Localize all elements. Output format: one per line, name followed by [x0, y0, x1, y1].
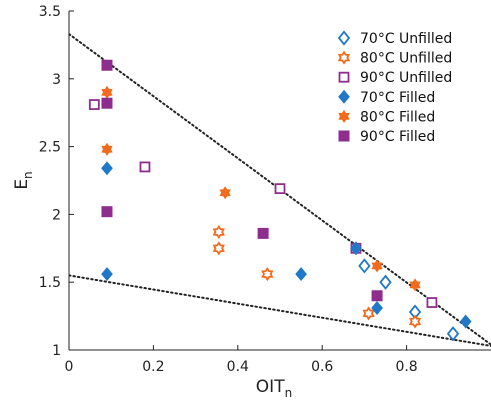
data-point-5-4	[371, 259, 383, 273]
legend-marker-4	[338, 89, 350, 104]
x-tick-label: 0.6	[311, 359, 333, 375]
legend-label-6: 90°C Filled	[360, 129, 435, 145]
data-point-2-3	[261, 267, 274, 282]
data-point-4-6	[459, 314, 472, 329]
legend-label-1: 70°C Unfilled	[360, 31, 452, 47]
data-point-4-1	[101, 161, 113, 176]
legend-entry-6: 90°C Filled	[338, 129, 435, 145]
data-point-1-4	[446, 326, 460, 342]
legend-label-3: 90°C Unfilled	[360, 70, 452, 86]
legend: 70°C Unfilled 80°C Unfilled 90°C Unfilled 7…	[337, 30, 452, 145]
data-point-6-2	[101, 97, 113, 109]
data-point-4-3	[295, 267, 307, 282]
data-point-2-2	[212, 241, 225, 256]
x-tick-label: 0.8	[395, 359, 417, 375]
data-point-2-4	[362, 306, 375, 321]
legend-marker-3	[338, 71, 350, 83]
series-6	[101, 59, 383, 302]
x-tick-label: 0.2	[142, 359, 164, 375]
series-5	[101, 85, 421, 292]
legend-entry-5: 80°C Filled	[338, 109, 435, 125]
legend-entry-1: 70°C Unfilled	[337, 30, 452, 47]
legend-label-4: 70°C Filled	[360, 90, 435, 106]
data-point-3-1	[88, 99, 100, 110]
series-1	[358, 258, 460, 342]
axes: 0 0.2 0.4 0.6 0.8 1 1.5 2 2.5 3 3.5 OITn En	[12, 4, 491, 400]
data-point-3-5	[426, 297, 438, 308]
data-point-1-1	[358, 258, 371, 274]
y-tick-label: 3.5	[39, 4, 61, 20]
data-point-1-2	[379, 274, 392, 290]
data-point-4-4	[350, 241, 362, 256]
series-2	[212, 225, 422, 329]
data-point-6-5	[371, 290, 383, 302]
y-tick-label: 2	[52, 207, 61, 223]
data-point-3-3	[274, 183, 286, 195]
data-point-3-2	[139, 161, 151, 173]
y-tick-label: 3	[52, 72, 61, 88]
legend-marker-6	[338, 130, 350, 142]
y-tick-label: 2.5	[39, 140, 61, 156]
x-tick-label: 0	[65, 359, 74, 375]
data-point-4-2	[101, 267, 113, 282]
x-axis-title: OITn	[256, 377, 292, 400]
legend-entry-3: 90°C Unfilled	[338, 70, 452, 86]
plot-area	[69, 33, 491, 347]
legend-marker-2	[337, 50, 351, 65]
data-point-6-1	[101, 59, 113, 71]
data-point-6-4	[257, 227, 269, 239]
y-tick-label: 1	[52, 343, 61, 359]
y-tick-label: 1.5	[39, 275, 61, 291]
data-point-5-5	[409, 278, 421, 292]
legend-label-2: 80°C Unfilled	[360, 51, 452, 67]
data-point-5-2	[101, 142, 113, 156]
legend-entry-4: 70°C Filled	[338, 89, 435, 106]
data-point-2-1	[212, 225, 225, 240]
x-tick-label: 0.4	[227, 359, 249, 375]
legend-entry-2: 80°C Unfilled	[337, 50, 452, 67]
data-point-2-5	[408, 314, 422, 329]
data-point-4-5	[371, 300, 383, 315]
legend-label-5: 80°C Filled	[360, 109, 435, 125]
y-axis-title: En	[12, 171, 35, 189]
legend-marker-1	[337, 30, 351, 46]
data-point-5-1	[101, 85, 113, 99]
data-point-5-3	[219, 186, 231, 200]
boundary-line-2	[69, 274, 491, 347]
data-point-6-3	[101, 206, 113, 218]
legend-marker-5	[338, 109, 350, 123]
series-4	[101, 161, 472, 329]
